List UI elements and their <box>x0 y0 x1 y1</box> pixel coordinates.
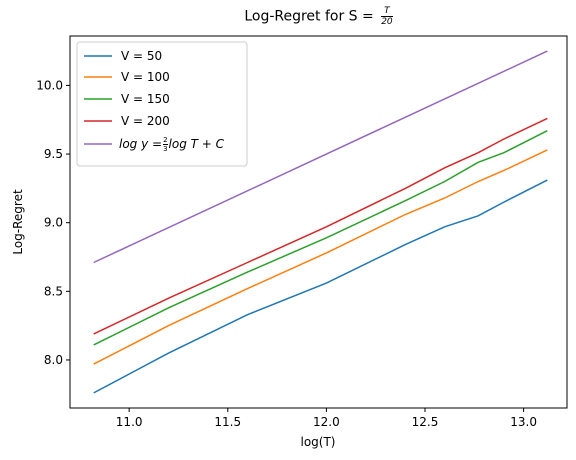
legend-label-v50: V = 50 <box>121 49 162 63</box>
series-line-1 <box>93 149 548 365</box>
legend: V = 50 V = 100 V = 150 V = 200 log y = 23… <box>76 41 248 167</box>
legend-box <box>76 41 248 167</box>
x-axis-label: log(T) <box>301 435 336 449</box>
legend-label-reference: log y = 2 3 log T + C <box>119 134 245 154</box>
title-fraction-denominator: 20 <box>381 17 393 27</box>
x-tick-label: 12.5 <box>412 415 439 429</box>
y-tick-label: 9.0 <box>44 216 63 230</box>
series-line-0 <box>93 179 548 394</box>
legend-ref-num: 2 <box>163 136 168 145</box>
title-fraction-numerator: T <box>381 6 393 17</box>
y-tick-label: 8.0 <box>44 353 63 367</box>
x-tick-label: 13.0 <box>510 415 537 429</box>
x-tick-label: 11.0 <box>116 415 143 429</box>
legend-label-v200: V = 200 <box>121 114 170 128</box>
y-tick-label: 9.5 <box>44 147 63 161</box>
series-line-2 <box>93 130 548 346</box>
x-axis: 11.0 11.5 12.0 12.5 13.0 <box>116 408 537 429</box>
title-fraction: T 20 <box>381 6 393 27</box>
plot-frame <box>69 35 568 409</box>
legend-label-v100: V = 100 <box>121 70 170 84</box>
legend-ref-rhs: log T + C <box>168 137 225 151</box>
x-tick-label: 12.0 <box>313 415 340 429</box>
legend-ref-lhs: log y = <box>119 137 163 151</box>
series-line-4 <box>93 50 548 264</box>
legend-ref-den: 3 <box>163 145 168 153</box>
chart-title-text: Log-Regret for S = <box>244 8 379 25</box>
y-tick-label: 10.0 <box>36 78 63 92</box>
x-tick-label: 11.5 <box>214 415 241 429</box>
y-tick-label: 8.5 <box>44 284 63 298</box>
chart-title: Log-Regret for S = T 20 <box>70 6 567 27</box>
legend-label-reference-wrapper: log y = 23 log T + C <box>119 134 245 154</box>
legend-label-v150: V = 150 <box>121 92 170 106</box>
series-layer <box>93 50 548 394</box>
y-axis-label: Log-Regret <box>11 189 25 255</box>
series-line-3 <box>93 117 548 335</box>
y-axis: 8.0 8.5 9.0 9.5 10.0 <box>36 78 70 367</box>
